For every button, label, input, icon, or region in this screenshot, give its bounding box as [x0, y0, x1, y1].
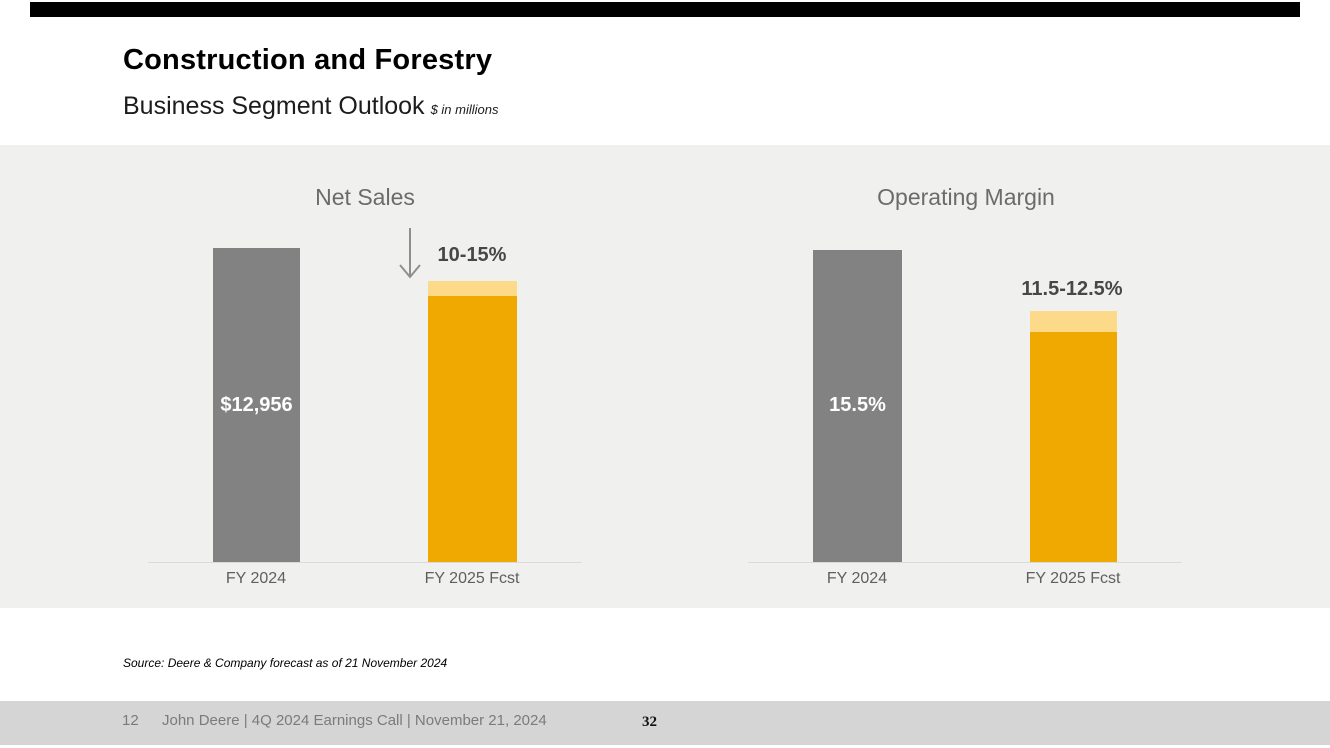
forecast-bar-body	[428, 296, 517, 562]
forecast-bar-body	[1030, 332, 1117, 562]
units-note: $ in millions	[430, 102, 499, 117]
slide-subtitle: Business Segment Outlook $ in millions	[123, 92, 498, 121]
footer-deck-title: John Deere | 4Q 2024 Earnings Call | Nov…	[162, 712, 547, 729]
footer-page-number: 12	[122, 712, 139, 729]
down-arrow-icon	[399, 228, 421, 279]
operating-margin-forecast-range-label: 11.5-12.5%	[1021, 278, 1123, 300]
operating-margin-fy2024-bar	[813, 250, 902, 562]
operating-margin-axis-baseline	[748, 562, 1182, 563]
slide-title: Construction and Forestry	[123, 44, 493, 76]
source-note: Source: Deere & Company forecast as of 2…	[123, 656, 448, 670]
operating-margin-chart-title: Operating Margin	[877, 184, 1055, 210]
chart-panel-background	[0, 145, 1330, 608]
footer-slide-number: 32	[642, 714, 657, 730]
net-sales-chart-title: Net Sales	[315, 184, 415, 210]
top-accent-bar	[30, 2, 1300, 17]
net-sales-category-fy2024: FY 2024	[225, 570, 287, 587]
net-sales-axis-baseline	[148, 562, 582, 563]
operating-margin-category-fy2025: FY 2025 Fcst	[1025, 570, 1121, 587]
net-sales-category-fy2025: FY 2025 Fcst	[424, 570, 520, 587]
operating-margin-category-fy2024: FY 2024	[826, 570, 888, 587]
net-sales-forecast-range-label: 10-15%	[437, 244, 507, 266]
operating-margin-fy2024-value: 15.5%	[829, 394, 886, 416]
slide-subtitle-text: Business Segment Outlook	[123, 92, 425, 120]
net-sales-fy2024-bar	[213, 248, 300, 562]
net-sales-fy2024-value: $12,956	[220, 394, 293, 416]
operating-margin-fy2025-forecast-bar	[1030, 311, 1117, 562]
footer-band	[0, 701, 1330, 745]
forecast-range-cap	[428, 281, 517, 296]
forecast-range-cap	[1030, 311, 1117, 332]
net-sales-fy2025-forecast-bar	[428, 281, 517, 562]
